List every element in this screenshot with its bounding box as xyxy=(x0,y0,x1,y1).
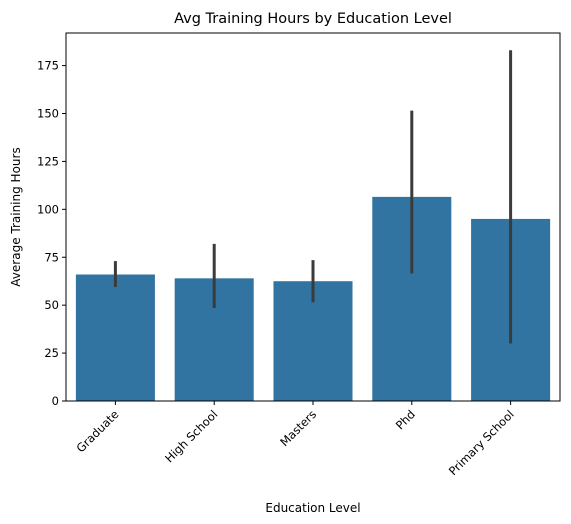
x-tick-label: Primary School xyxy=(446,407,517,478)
bar-graduate xyxy=(76,275,155,402)
y-tick-label: 100 xyxy=(37,202,59,216)
y-tick-label: 25 xyxy=(44,346,59,360)
y-axis: 0 25 50 75 100 125 150 175 xyxy=(37,59,66,408)
x-axis-label: Education Level xyxy=(265,501,360,515)
y-tick-label: 50 xyxy=(44,298,59,312)
y-tick-label: 75 xyxy=(44,250,59,264)
chart-title: Avg Training Hours by Education Level xyxy=(174,11,452,27)
y-tick-label: 150 xyxy=(37,107,59,121)
x-tick-label: Graduate xyxy=(74,407,122,455)
x-tick-label: Masters xyxy=(277,407,319,449)
y-tick-label: 0 xyxy=(52,394,59,408)
x-tick-label: Phd xyxy=(393,407,418,432)
y-tick-label: 175 xyxy=(37,59,59,73)
y-tick-label: 125 xyxy=(37,154,59,168)
x-tick-label: High School xyxy=(162,407,220,465)
x-axis: Graduate High School Masters Phd Primary Sch… xyxy=(74,401,517,478)
y-axis-label: Average Training Hours xyxy=(9,147,23,286)
